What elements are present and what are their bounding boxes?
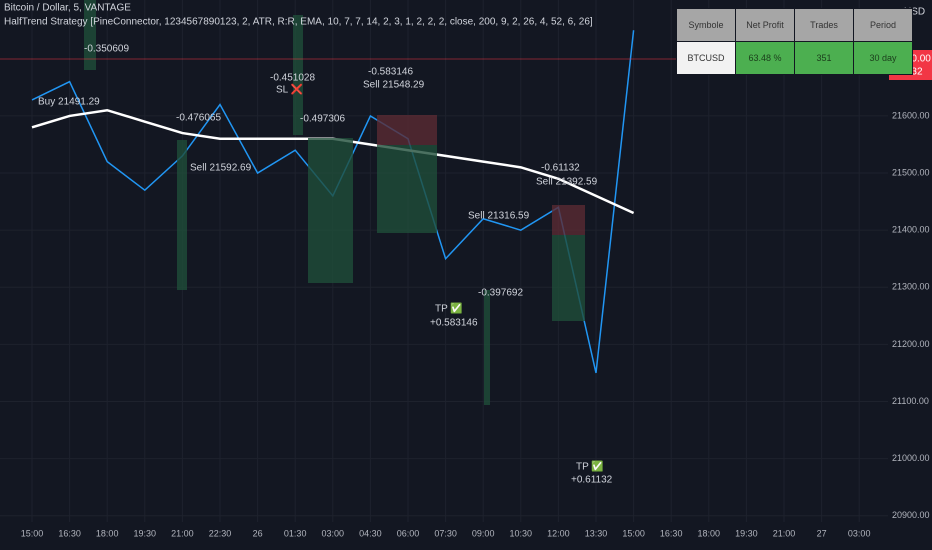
- x-tick-label: 16:30: [58, 528, 81, 538]
- cell: 351: [794, 41, 854, 75]
- y-tick-label: 21200.00: [892, 339, 930, 349]
- trade-box: [552, 235, 585, 321]
- table-row: BTCUSD 63.48 % 351 30 day: [676, 41, 913, 75]
- annotation: +0.583146: [430, 318, 478, 329]
- annotation: SL ❌: [276, 83, 303, 96]
- x-tick-label: 22:30: [209, 528, 232, 538]
- currency: USD: [904, 7, 925, 18]
- annotation: Sell 21316.59: [468, 211, 530, 222]
- y-tick-label: 21000.00: [892, 453, 930, 463]
- x-tick-label: 21:00: [773, 528, 796, 538]
- cell: 63.48 %: [735, 41, 795, 75]
- strategy: HalfTrend Strategy [PineConnector, 12345…: [4, 17, 593, 28]
- x-tick-label: 06:00: [397, 528, 420, 538]
- y-tick-label: 21600.00: [892, 110, 930, 120]
- x-tick-label: 12:00: [547, 528, 570, 538]
- y-tick-label: 21500.00: [892, 167, 930, 177]
- y-tick-label: 21100.00: [892, 396, 929, 406]
- trade-box: [293, 15, 303, 135]
- x-tick-label: 18:00: [698, 528, 721, 538]
- y-tick-label: 21400.00: [892, 225, 930, 235]
- header-cell: Net Profit: [735, 8, 795, 42]
- cell: BTCUSD: [676, 41, 736, 75]
- x-tick-label: 09:00: [472, 528, 495, 538]
- x-tick-label: 15:00: [21, 528, 44, 538]
- table-header: Symbole Net Profit Trades Period: [676, 8, 913, 42]
- trade-box: [484, 290, 490, 405]
- x-tick-label: 04:30: [359, 528, 382, 538]
- price-axis: [888, 0, 932, 550]
- annotation: Sell 21548.29: [363, 80, 425, 91]
- annotation: -0.497306: [300, 114, 345, 125]
- header-cell: Period: [853, 8, 913, 42]
- annotation: -0.476065: [176, 113, 221, 124]
- y-tick-label: 21300.00: [892, 282, 930, 292]
- x-tick-label: 21:00: [171, 528, 194, 538]
- trade-box: [552, 205, 585, 235]
- x-tick-label: 27: [817, 528, 827, 538]
- annotation: -0.397692: [478, 288, 523, 299]
- x-tick-label: 15:00: [622, 528, 645, 538]
- x-tick-label: 13:30: [585, 528, 608, 538]
- trade-box: [308, 138, 353, 283]
- trade-box: [177, 140, 187, 290]
- x-tick-label: 03:00: [848, 528, 871, 538]
- y-tick-label: 20900.00: [892, 510, 930, 520]
- annotations: -0.350609 Buy 21491.29 -0.476065 Sell 21…: [38, 44, 613, 486]
- stats-table: Symbole Net Profit Trades Period BTCUSD …: [676, 8, 913, 75]
- x-tick-label: 03:00: [322, 528, 345, 538]
- header: Bitcoin / Dollar, 5, VANTAGE: [4, 3, 131, 14]
- header-cell: Trades: [794, 8, 854, 42]
- cell: 30 day: [853, 41, 913, 75]
- annotation: +0.61132: [571, 475, 613, 486]
- x-tick-label: 10:30: [510, 528, 533, 538]
- x-tick-label: 07:30: [434, 528, 457, 538]
- header-cell: Symbole: [676, 8, 736, 42]
- trade-box: [84, 0, 96, 70]
- annotation: -0.583146: [368, 67, 413, 78]
- x-tick-label: 01:30: [284, 528, 307, 538]
- trade-box: [377, 115, 437, 145]
- x-tick-label: 19:30: [134, 528, 157, 538]
- annotation: -0.451028: [270, 73, 315, 84]
- annotation: -0.61132: [541, 163, 580, 174]
- annotation: Sell 21592.69: [190, 163, 252, 174]
- annotation: TP ✅: [576, 460, 604, 473]
- trade-box: [377, 145, 437, 233]
- annotation: -0.350609: [84, 44, 129, 55]
- x-tick-label: 19:30: [735, 528, 758, 538]
- x-tick-label: 18:00: [96, 528, 119, 538]
- annotation: Sell 21392.59: [536, 177, 598, 188]
- x-tick-label: 26: [253, 528, 263, 538]
- annotation: Buy 21491.29: [38, 97, 100, 108]
- annotation: TP ✅: [435, 302, 463, 315]
- x-tick-label: 16:30: [660, 528, 683, 538]
